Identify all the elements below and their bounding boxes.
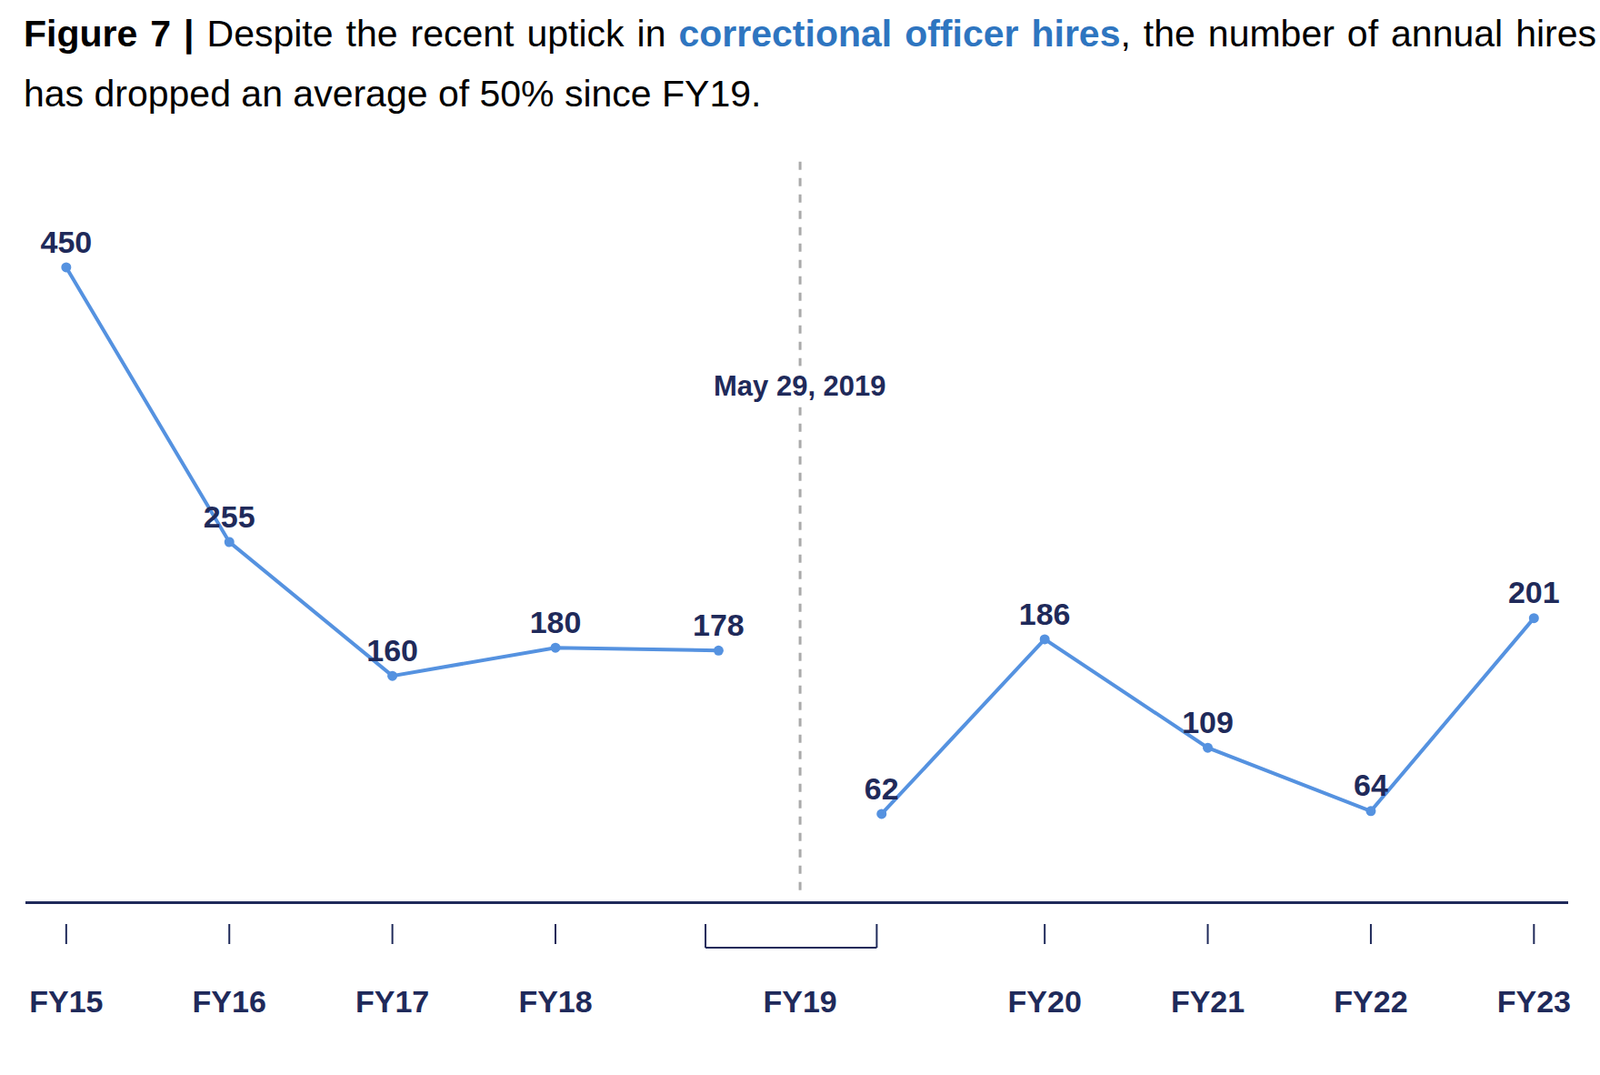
svg-text:FY15: FY15 (29, 983, 103, 1019)
svg-text:FY20: FY20 (1008, 983, 1082, 1019)
svg-text:186: 186 (1019, 596, 1071, 631)
svg-text:255: 255 (203, 499, 256, 534)
svg-text:FY18: FY18 (518, 983, 592, 1019)
svg-text:FY21: FY21 (1170, 983, 1245, 1019)
svg-text:178: 178 (692, 607, 745, 642)
svg-text:201: 201 (1508, 574, 1560, 610)
svg-text:109: 109 (1181, 704, 1234, 740)
svg-text:62: 62 (864, 770, 900, 806)
svg-text:180: 180 (530, 604, 582, 640)
svg-text:FY19: FY19 (762, 983, 837, 1019)
svg-text:FY23: FY23 (1497, 983, 1571, 1019)
svg-text:450: 450 (40, 224, 92, 260)
svg-text:160: 160 (366, 632, 419, 668)
html-text:Figure 7 | Despite the recent: Figure 7 | Despite the recent uptick in … (23, 12, 1597, 115)
svg-text:FY16: FY16 (192, 983, 267, 1019)
svg-text:May 29, 2019: May 29, 2019 (713, 370, 887, 402)
svg-text:64: 64 (1353, 767, 1389, 802)
svg-text:FY22: FY22 (1333, 983, 1408, 1019)
svg-text:FY17: FY17 (355, 983, 430, 1019)
